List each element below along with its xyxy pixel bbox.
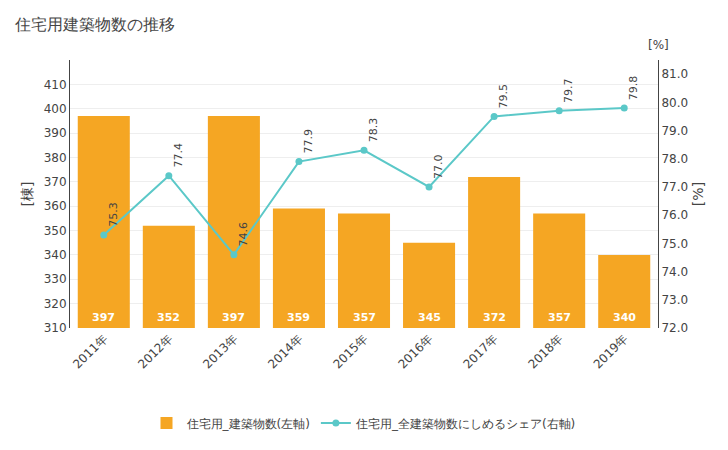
svg-text:2011年: 2011年 [70, 331, 110, 371]
svg-text:2016年: 2016年 [395, 331, 435, 371]
svg-text:330: 330 [44, 272, 67, 286]
svg-text:79.8: 79.8 [627, 76, 640, 101]
svg-text:79.7: 79.7 [562, 78, 575, 103]
svg-text:310: 310 [44, 321, 67, 335]
svg-text:400: 400 [44, 102, 67, 116]
svg-text:340: 340 [613, 311, 636, 324]
svg-text:住宅用_建築物数(左軸): 住宅用_建築物数(左軸) [186, 417, 310, 431]
svg-text:372: 372 [483, 311, 506, 324]
svg-text:320: 320 [44, 297, 67, 311]
svg-text:352: 352 [157, 311, 180, 324]
svg-text:357: 357 [353, 311, 376, 324]
svg-text:76.0: 76.0 [661, 208, 688, 222]
svg-text:2014年: 2014年 [265, 331, 305, 371]
svg-text:390: 390 [44, 126, 67, 140]
svg-text:410: 410 [44, 78, 67, 92]
svg-text:77.9: 77.9 [302, 129, 315, 154]
svg-text:350: 350 [44, 224, 67, 238]
svg-text:[%]: [%] [690, 182, 706, 206]
svg-text:2017年: 2017年 [460, 331, 500, 371]
svg-text:74.6: 74.6 [237, 222, 250, 247]
svg-text:380: 380 [44, 151, 67, 165]
svg-text:77.0: 77.0 [661, 180, 688, 194]
svg-text:370: 370 [44, 175, 67, 189]
svg-text:78.3: 78.3 [367, 118, 380, 143]
svg-text:340: 340 [44, 248, 67, 262]
svg-text:78.0: 78.0 [661, 152, 688, 166]
svg-text:77.0: 77.0 [432, 155, 445, 180]
svg-text:[%]: [%] [648, 38, 669, 52]
svg-text:79.5: 79.5 [497, 84, 510, 109]
svg-text:住宅用建築物数の推移: 住宅用建築物数の推移 [14, 15, 175, 34]
svg-text:72.0: 72.0 [661, 321, 688, 335]
svg-text:74.0: 74.0 [661, 265, 688, 279]
svg-text:79.0: 79.0 [661, 124, 688, 138]
svg-text:359: 359 [287, 311, 310, 324]
svg-text:2015年: 2015年 [330, 331, 370, 371]
svg-text:397: 397 [222, 311, 245, 324]
svg-text:81.0: 81.0 [661, 67, 688, 81]
svg-text:345: 345 [418, 311, 441, 324]
svg-text:77.4: 77.4 [172, 143, 185, 168]
svg-text:75.3: 75.3 [107, 202, 120, 227]
svg-text:住宅用_全建築物数にしめるシェア(右軸): 住宅用_全建築物数にしめるシェア(右軸) [355, 417, 575, 431]
svg-text:2019年: 2019年 [591, 331, 631, 371]
svg-text:[棟]: [棟] [19, 182, 35, 207]
svg-text:397: 397 [92, 311, 115, 324]
svg-text:75.0: 75.0 [661, 237, 688, 251]
svg-text:80.0: 80.0 [661, 96, 688, 110]
svg-text:2018年: 2018年 [526, 331, 566, 371]
svg-text:360: 360 [44, 199, 67, 213]
svg-text:2012年: 2012年 [135, 331, 175, 371]
svg-text:2013年: 2013年 [200, 331, 240, 371]
svg-text:357: 357 [548, 311, 571, 324]
svg-text:73.0: 73.0 [661, 293, 688, 307]
